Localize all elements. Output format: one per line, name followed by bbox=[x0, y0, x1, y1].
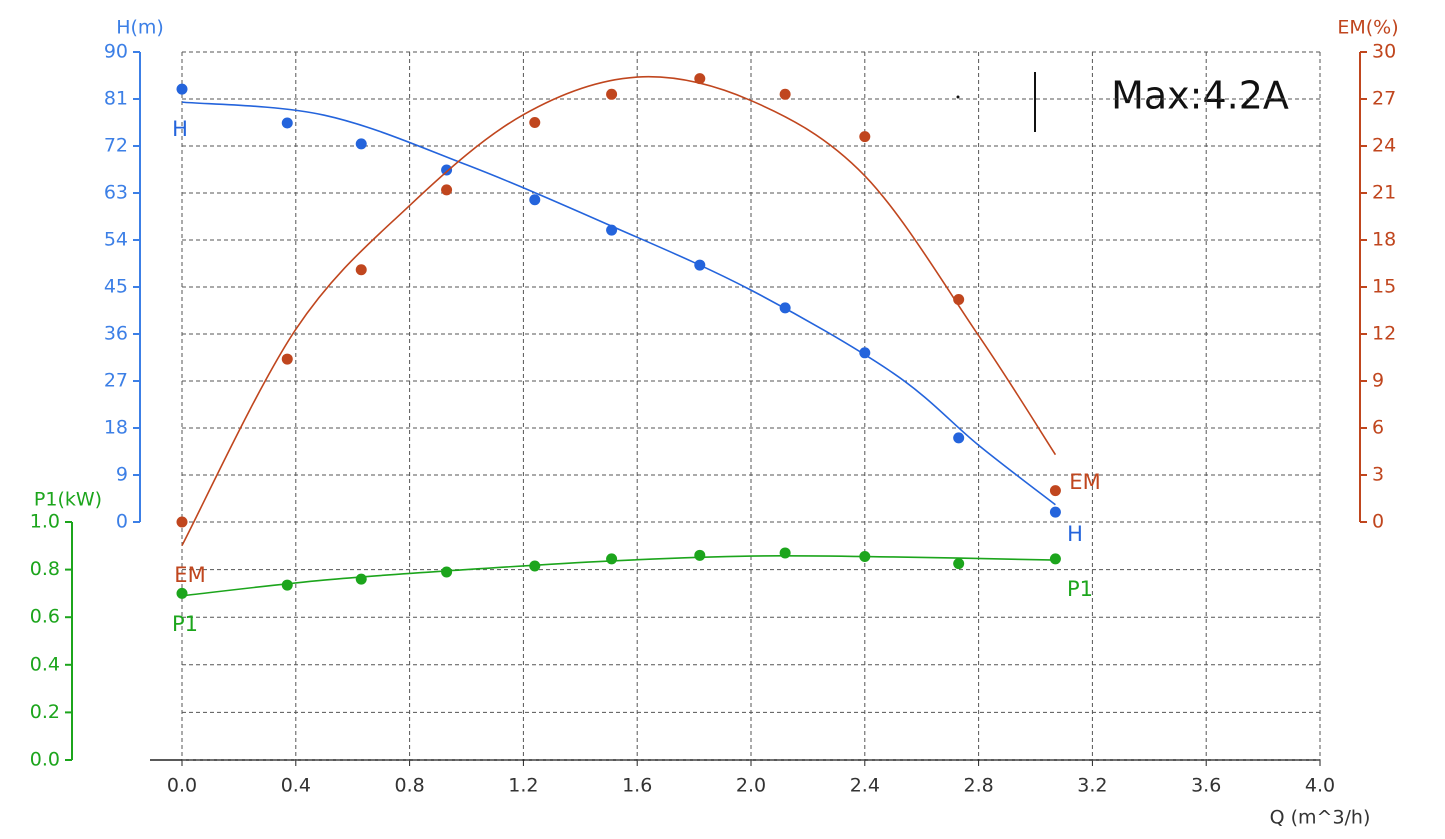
data-point bbox=[779, 302, 791, 314]
x-tick-label: 3.6 bbox=[1191, 775, 1221, 797]
y3-axis-title: P1(kW) bbox=[34, 489, 102, 511]
y-tick-label: 18 bbox=[104, 417, 128, 439]
y2-tick-label: 9 bbox=[1372, 370, 1384, 392]
data-point bbox=[1049, 553, 1061, 565]
y-axis-title: H(m) bbox=[116, 17, 164, 39]
y2-tick-label: 15 bbox=[1372, 276, 1396, 298]
y2-tick-label: 3 bbox=[1372, 464, 1384, 486]
cursor-dot bbox=[956, 95, 960, 99]
x-tick-label: 0.4 bbox=[281, 775, 311, 797]
data-point bbox=[606, 553, 618, 565]
data-point bbox=[281, 579, 293, 591]
data-point bbox=[441, 184, 453, 196]
data-point bbox=[953, 432, 965, 444]
data-point bbox=[529, 560, 541, 572]
y2-tick-label: 18 bbox=[1372, 229, 1396, 251]
data-point bbox=[1049, 506, 1061, 518]
data-point bbox=[529, 117, 541, 128]
series-label: EM bbox=[1069, 470, 1100, 494]
data-point bbox=[355, 138, 367, 150]
data-point bbox=[953, 558, 965, 570]
y2-tick-label: 27 bbox=[1372, 88, 1396, 110]
x-tick-label: 3.2 bbox=[1077, 775, 1107, 797]
x-tick-label: 4.0 bbox=[1305, 775, 1335, 797]
y-tick-label: 54 bbox=[104, 229, 128, 251]
data-point bbox=[176, 83, 188, 95]
fit-line bbox=[181, 75, 1057, 546]
data-point bbox=[281, 353, 293, 365]
y2-tick-label: 12 bbox=[1372, 323, 1396, 345]
data-point bbox=[176, 516, 188, 528]
y-tick-label: 72 bbox=[104, 135, 128, 157]
x-tick-label: 0.8 bbox=[394, 775, 424, 797]
x-tick-label: 1.2 bbox=[508, 775, 538, 797]
data-point bbox=[779, 547, 791, 559]
annotation: Max:4.2A bbox=[1111, 74, 1289, 118]
data-point bbox=[529, 194, 541, 206]
data-point bbox=[1049, 485, 1061, 497]
data-point bbox=[606, 224, 618, 236]
y2-tick-label: 30 bbox=[1372, 41, 1396, 63]
y2-tick-label: 24 bbox=[1372, 135, 1396, 157]
data-point bbox=[176, 587, 188, 599]
y2-axis-title: EM(%) bbox=[1337, 17, 1398, 39]
data-point bbox=[859, 551, 871, 563]
x-tick-label: 2.0 bbox=[736, 775, 766, 797]
series-label: P1 bbox=[1067, 577, 1093, 601]
series-label: P1 bbox=[172, 612, 198, 636]
y-tick-label: 0 bbox=[116, 511, 128, 533]
series-label: H bbox=[172, 117, 188, 141]
data-point bbox=[355, 573, 367, 585]
y-tick-label: 81 bbox=[104, 88, 128, 110]
y3-tick-label: 0.2 bbox=[30, 701, 60, 723]
data-point bbox=[281, 117, 293, 129]
data-point bbox=[779, 88, 791, 100]
y-tick-label: 45 bbox=[104, 276, 128, 298]
y-tick-label: 9 bbox=[116, 464, 128, 486]
y3-tick-label: 0.6 bbox=[30, 606, 60, 628]
y2-tick-label: 6 bbox=[1372, 417, 1384, 439]
y2-tick-label: 21 bbox=[1372, 182, 1396, 204]
y3-tick-label: 0.8 bbox=[30, 558, 60, 580]
data-point bbox=[355, 264, 367, 276]
data-point bbox=[606, 88, 618, 100]
series-label: EM bbox=[174, 563, 205, 587]
data-point bbox=[859, 347, 871, 359]
y3-tick-label: 1.0 bbox=[30, 511, 60, 533]
y3-tick-label: 0.0 bbox=[30, 749, 60, 771]
data-point bbox=[441, 566, 453, 578]
series-label: H bbox=[1067, 522, 1083, 546]
y3-tick-label: 0.4 bbox=[30, 653, 60, 675]
fit-line bbox=[181, 101, 1056, 506]
y2-tick-label: 0 bbox=[1372, 511, 1384, 533]
y-tick-label: 63 bbox=[104, 182, 128, 204]
x-axis-title: Q (m^3/h) bbox=[1270, 807, 1371, 829]
y-tick-label: 36 bbox=[104, 323, 128, 345]
data-point bbox=[441, 164, 453, 176]
data-point bbox=[694, 549, 706, 561]
x-tick-label: 1.6 bbox=[622, 775, 652, 797]
data-point bbox=[694, 259, 706, 271]
data-point bbox=[694, 73, 706, 85]
x-tick-label: 2.4 bbox=[850, 775, 880, 797]
data-point bbox=[953, 294, 965, 306]
x-tick-label: 2.8 bbox=[963, 775, 993, 797]
y-tick-label: 90 bbox=[104, 41, 128, 63]
x-tick-label: 0.0 bbox=[167, 775, 197, 797]
data-point bbox=[859, 131, 871, 143]
y-tick-label: 27 bbox=[104, 370, 128, 392]
